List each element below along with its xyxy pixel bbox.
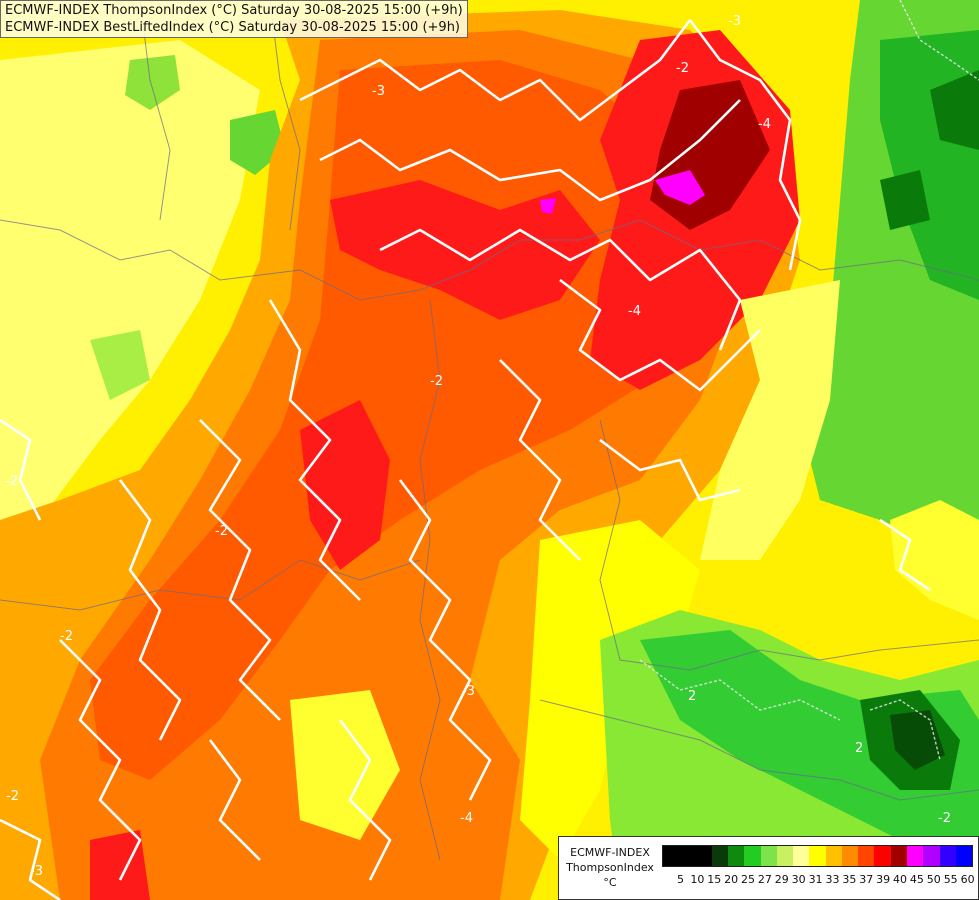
field-magenta xyxy=(540,198,556,214)
legend-tick-label: 15 xyxy=(707,873,722,886)
contour-label: -3 xyxy=(462,684,475,699)
legend-swatches xyxy=(662,845,973,867)
legend-title: ECMWF-INDEX ThompsonIndex °C xyxy=(563,845,657,890)
legend-tick-label: 40 xyxy=(893,873,908,886)
legend-tick-label: 35 xyxy=(842,873,857,886)
legend-swatch xyxy=(809,846,826,866)
legend-unit: °C xyxy=(603,876,617,889)
contour-label: -2 xyxy=(938,811,951,826)
legend-swatch xyxy=(695,846,712,866)
legend-tick-label: 10 xyxy=(690,873,705,886)
legend-title-line: ThompsonIndex xyxy=(566,861,654,874)
legend-tick-label: 39 xyxy=(876,873,891,886)
title-thompson-index: ECMWF-INDEX ThompsonIndex (°C) Saturday … xyxy=(5,3,463,18)
legend-tick-label: 25 xyxy=(741,873,755,886)
legend-swatch xyxy=(663,846,680,866)
legend-tick-label: 33 xyxy=(825,873,840,886)
legend-title-line: ECMWF-INDEX xyxy=(570,846,650,859)
field-green xyxy=(125,55,180,110)
contour-label: 2 xyxy=(688,689,696,704)
country-borders xyxy=(0,0,979,861)
field-green-se-mid xyxy=(640,630,979,860)
contour-label: -4 xyxy=(758,117,771,132)
contour-label: -3 xyxy=(728,14,741,29)
legend-swatch xyxy=(923,846,940,866)
legend-swatch xyxy=(744,846,761,866)
legend-tick-label: 55 xyxy=(943,873,958,886)
legend-swatch xyxy=(874,846,891,866)
legend-swatch xyxy=(858,846,875,866)
field-yellow xyxy=(890,500,979,620)
contour-label-group: -3 -2 -4 -2 -2 -3 -4 -2 -2 -3 -4 -2 2 2 … xyxy=(5,14,951,879)
field-light-yellow xyxy=(0,40,260,540)
color-legend: ECMWF-INDEX ThompsonIndex °C 5 10 15 20 25 27… xyxy=(558,836,979,900)
field-deep-green xyxy=(930,70,979,150)
legend-tick-label: 5 xyxy=(676,873,684,886)
legend-tick-label: 37 xyxy=(859,873,874,886)
map-title-box: ECMWF-INDEX ThompsonIndex (°C) Saturday … xyxy=(0,0,468,38)
legend-ticks: 5 10 15 20 25 27 29 30 31 33 35 37 39 40 45 50 55 60 xyxy=(672,873,977,886)
legend-tick-label: 31 xyxy=(808,873,823,886)
legend-tick-label: 30 xyxy=(791,873,806,886)
contour-label: -2 xyxy=(215,524,228,539)
legend-tick-label: 60 xyxy=(960,873,975,886)
contour-label: -2 xyxy=(60,629,73,644)
field-green xyxy=(90,330,150,400)
legend-swatch xyxy=(776,846,794,866)
legend-swatch xyxy=(906,846,924,866)
legend-swatch xyxy=(890,846,907,866)
contour-label: -3 xyxy=(30,864,43,879)
legend-tick-label: 20 xyxy=(724,873,739,886)
field-red xyxy=(300,400,390,570)
contour-label: 2 xyxy=(855,741,863,756)
legend-tick-label: 50 xyxy=(926,873,941,886)
bestlifted-contours xyxy=(0,19,931,900)
legend-tick-label: 29 xyxy=(774,873,789,886)
legend-swatch xyxy=(825,846,842,866)
field-red xyxy=(330,180,600,320)
title-best-lifted-index: ECMWF-INDEX BestLiftedIndex (°C) Saturda… xyxy=(5,20,460,35)
legend-swatch xyxy=(939,846,956,866)
contour-label: -4 xyxy=(460,811,473,826)
field-yellow xyxy=(290,690,400,840)
contour-label: -2 xyxy=(6,789,19,804)
legend-swatch xyxy=(841,846,859,866)
legend-tick-label: 27 xyxy=(757,873,772,886)
contour-label: -4 xyxy=(628,304,641,319)
field-magenta xyxy=(655,170,705,205)
legend-swatch xyxy=(728,846,745,866)
contour-label: -2 xyxy=(430,374,443,389)
legend-swatch xyxy=(679,846,696,866)
legend-swatch xyxy=(955,846,973,866)
legend-tick-label: 45 xyxy=(909,873,924,886)
field-deep-green xyxy=(880,170,930,230)
contour-label: -3 xyxy=(372,84,385,99)
legend-swatch xyxy=(793,846,810,866)
bestlifted-contours-dashed xyxy=(639,0,979,761)
legend-swatch xyxy=(711,846,729,866)
legend-swatch xyxy=(760,846,777,866)
contour-label: -2 xyxy=(676,61,689,76)
contour-label: -2 xyxy=(5,474,18,489)
